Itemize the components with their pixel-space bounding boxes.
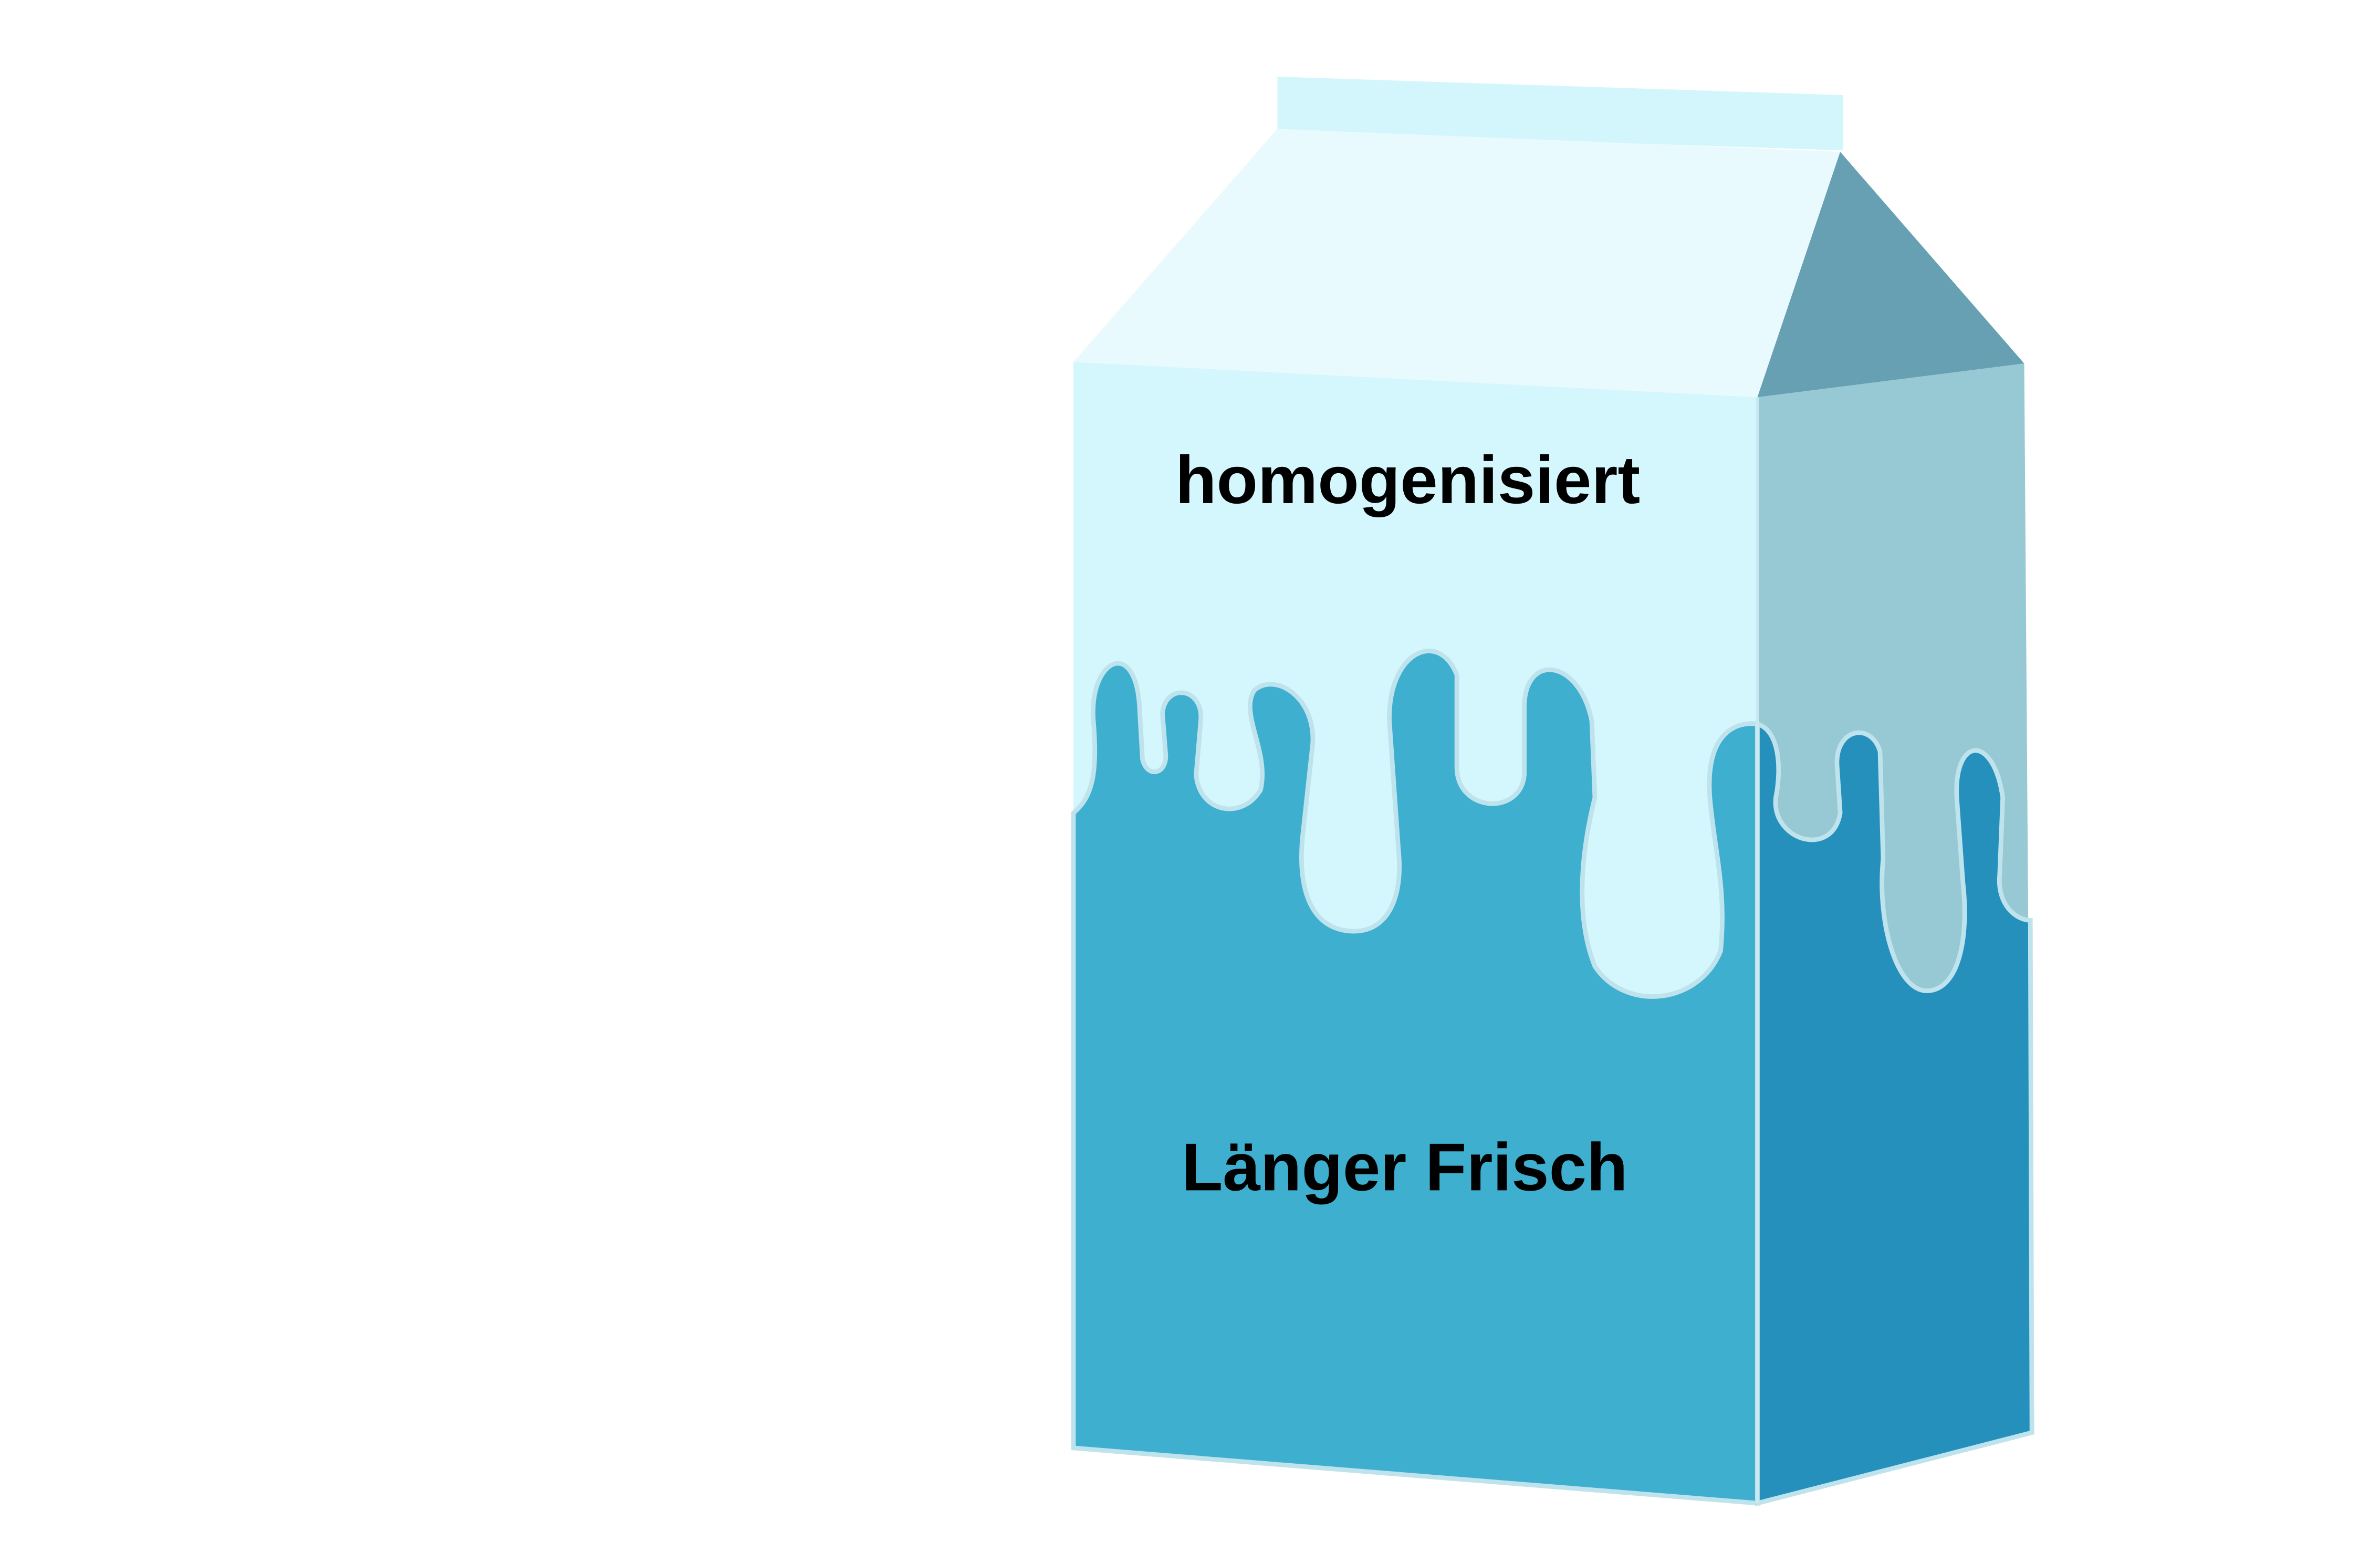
carton-front-liquid [1071,649,1760,1506]
carton-roof-side [1757,152,2024,398]
carton-bottom-label: Länger Frisch [1182,1130,1628,1205]
carton-side-liquid [1755,721,2034,1506]
carton-roof-front [1073,129,1841,398]
carton-top-label: homogenisiert [1175,443,1640,518]
carton-cap [1277,77,1843,151]
